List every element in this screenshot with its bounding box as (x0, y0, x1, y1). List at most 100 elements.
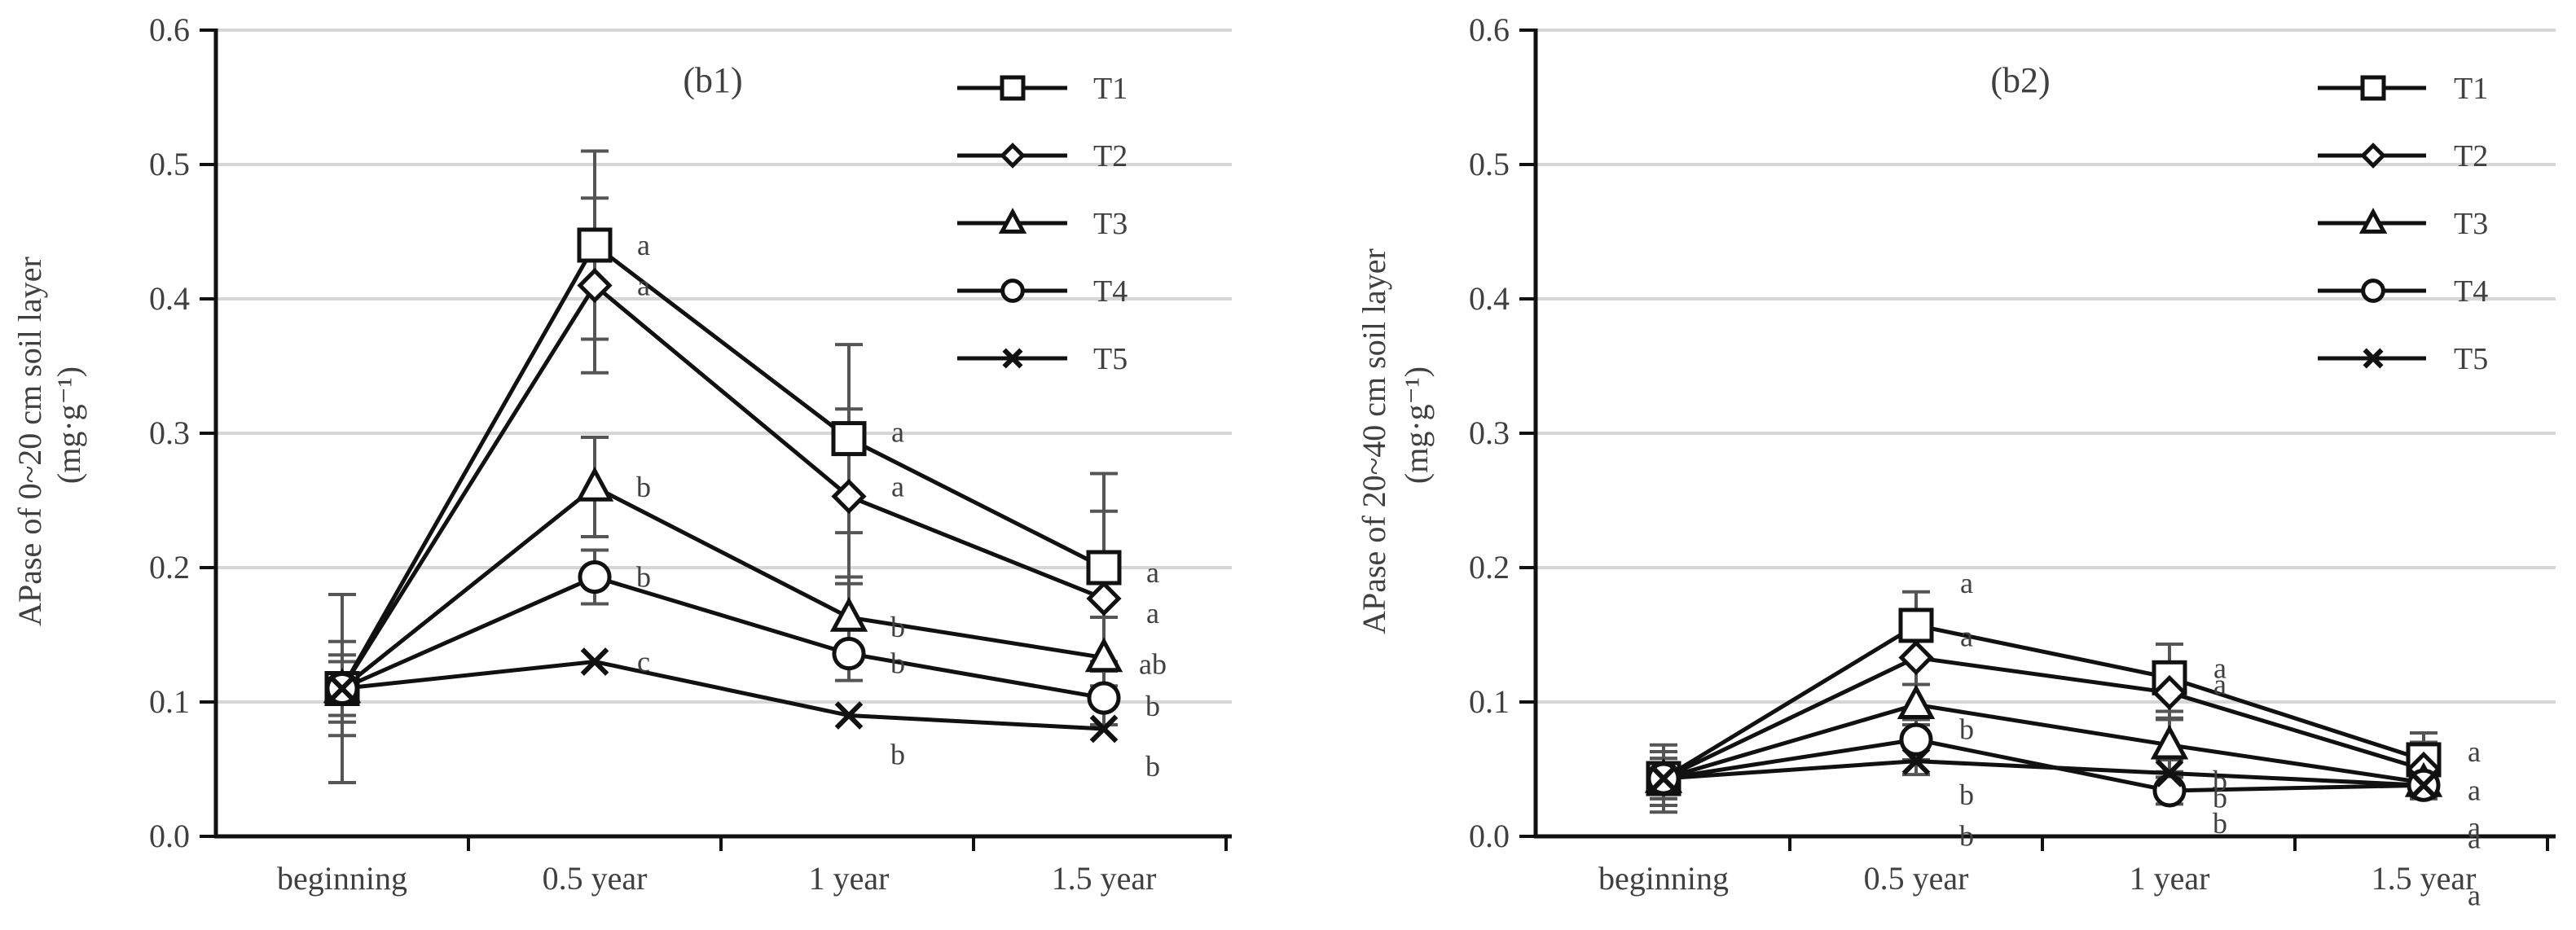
legend-marker-T2 (1000, 143, 1026, 169)
data-point-T2 (831, 478, 867, 515)
legend-label: T2 (2454, 139, 2488, 173)
data-point-T2 (2152, 674, 2187, 711)
significance-label: b (1959, 779, 1974, 811)
y-axis-title: APase of 0~20 cm soil layer (11, 257, 48, 626)
significance-label: b (2213, 807, 2227, 840)
significance-label: a (2213, 651, 2227, 684)
legend: T1 T2 T3 T4 T5 (957, 72, 1128, 376)
series-line-T2 (340, 282, 1105, 690)
significance-label: b (1959, 713, 1974, 745)
series-line-T5 (1663, 759, 2424, 787)
legend-marker-T1 (1000, 75, 1026, 101)
y-tick-label: 0.5 (1469, 146, 1510, 182)
y-tick-label: 0.6 (1469, 11, 1510, 48)
x-tick-label: 0.5 year (543, 860, 648, 897)
x-tick-label: 1.5 year (2372, 860, 2477, 897)
y-axis-unit: (mg·g⁻¹) (1398, 366, 1435, 484)
data-point-T5 (327, 674, 357, 703)
x-tick-label: beginning (1598, 860, 1729, 897)
x-tick-label: 1 year (809, 860, 890, 897)
y-tick-label: 0.4 (149, 280, 190, 317)
data-point-T4 (832, 637, 866, 671)
panel-label: (b2) (1990, 60, 2050, 100)
chart-panel-2: 0.0 0.1 0.2 0.3 0.4 0.5 0.6 beginning 0.5 year 1 … (1356, 11, 2556, 911)
data-point-T3 (1084, 637, 1123, 673)
data-point-T3 (829, 596, 868, 632)
y-tick-label: 0.3 (149, 415, 190, 451)
significance-label: a (2468, 774, 2481, 807)
legend-marker-T3 (2358, 208, 2388, 234)
y-tick-label: 0.2 (149, 549, 190, 586)
data-point-T5 (1089, 714, 1119, 744)
y-tick-label: 0.3 (1469, 415, 1510, 451)
data-point-T5 (834, 701, 864, 730)
legend-label: T4 (2454, 274, 2488, 309)
legend-marker-T1 (2360, 75, 2386, 101)
legend-label: T4 (1093, 274, 1128, 309)
legend-label: T3 (1093, 207, 1128, 241)
data-point-T1 (1898, 608, 1934, 643)
data-point-T5 (2409, 770, 2438, 800)
significance-label: b (890, 611, 905, 643)
significance-label: b (1145, 690, 1160, 722)
x-tick-label: 1.5 year (1052, 860, 1157, 897)
legend-marker-T5 (1002, 348, 1023, 369)
significance-label: a (891, 416, 904, 449)
significance-label: a (1146, 597, 1159, 630)
significance-label: b (2213, 765, 2227, 797)
significance-label: a (637, 229, 650, 261)
data-point-T5 (580, 647, 609, 676)
significance-label: a (1146, 556, 1159, 589)
data-point-T3 (575, 466, 614, 502)
series-line-T4 (341, 574, 1105, 700)
data-point-T2 (577, 267, 613, 304)
y-tick-label: 0.2 (1469, 549, 1510, 586)
y-axis-unit: (mg·g⁻¹) (51, 366, 87, 484)
y-tick-label: 0.5 (149, 146, 190, 182)
legend-marker-T4 (2361, 279, 2385, 303)
significance-label: b (636, 561, 651, 594)
significance-label: a (891, 471, 904, 503)
x-tick-label: 0.5 year (1864, 860, 1969, 897)
data-point-T3 (1897, 684, 1936, 719)
significance-label: b (2213, 781, 2227, 814)
chart-panel-1: 0.0 0.1 0.2 0.3 0.4 0.5 0.6 beginning 0.5 year 1 … (11, 11, 1232, 897)
significance-label: a (1960, 567, 1973, 599)
significance-label: a (2468, 735, 2481, 768)
legend-marker-T3 (998, 208, 1027, 234)
y-tick-label: 0.1 (149, 683, 190, 720)
significance-label: b (890, 739, 905, 771)
legend-marker-T4 (1000, 279, 1025, 303)
significance-label: b (1145, 750, 1160, 783)
y-tick-label: 0.4 (1469, 280, 1510, 317)
series-line-T3 (1663, 702, 2424, 785)
significance-label: a (1960, 621, 1973, 653)
y-tick-label: 0.0 (149, 818, 190, 854)
legend-label: T5 (2454, 342, 2488, 376)
significance-label: b (636, 471, 651, 503)
data-point-T4 (1087, 681, 1121, 715)
legend-label: T1 (2454, 72, 2488, 106)
data-point-T5 (1901, 747, 1931, 775)
y-tick-label: 0.6 (149, 11, 190, 48)
data-point-T5 (1649, 764, 1678, 793)
data-point-T4 (1899, 722, 1933, 757)
significance-label: c (637, 646, 650, 678)
series-line-T1 (1662, 623, 2424, 781)
legend-marker-T2 (2360, 143, 2386, 169)
legend-label: T2 (1093, 139, 1128, 173)
panel-label: (b1) (683, 60, 742, 100)
y-tick-label: 0.1 (1469, 683, 1510, 720)
data-point-T3 (2150, 724, 2189, 760)
series-line-T1 (340, 242, 1106, 690)
x-tick-label: beginning (277, 860, 407, 897)
significance-label: a (637, 270, 650, 302)
legend-label: T5 (1093, 342, 1128, 376)
legend-marker-T5 (2363, 348, 2384, 369)
data-point-T4 (578, 560, 612, 594)
data-point-T1 (831, 421, 867, 457)
data-point-T1 (1086, 550, 1122, 586)
significance-label: ab (1139, 648, 1167, 681)
data-point-T2 (1086, 581, 1122, 616)
